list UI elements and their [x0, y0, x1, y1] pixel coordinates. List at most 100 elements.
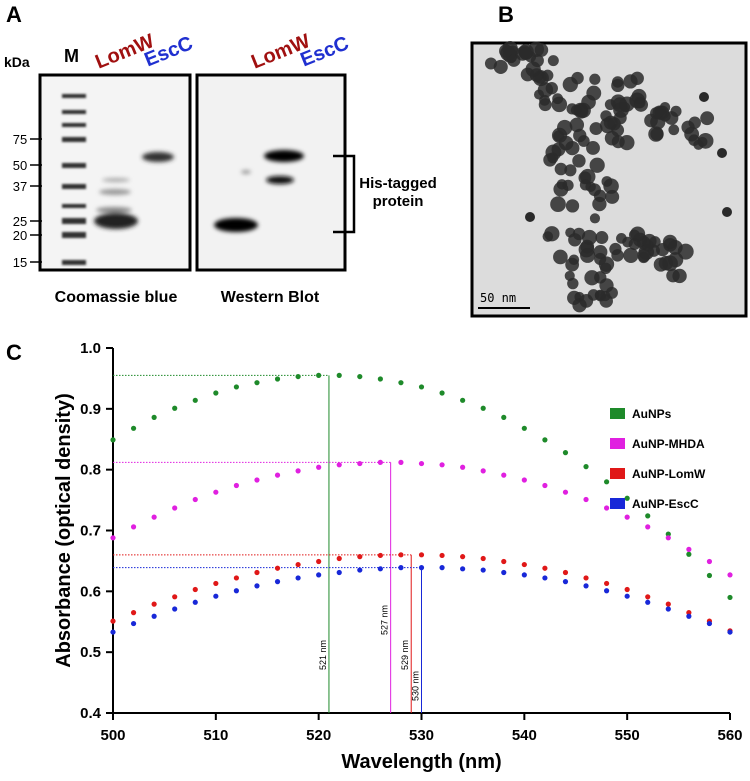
- data-point: [254, 569, 260, 576]
- particle: [623, 247, 639, 263]
- particle: [565, 257, 580, 272]
- particle: [541, 69, 554, 82]
- data-point: [336, 462, 342, 468]
- gel-label: Western Blot: [221, 289, 320, 306]
- data-point: [686, 613, 692, 619]
- data-point: [213, 580, 219, 587]
- data-point: [480, 555, 486, 562]
- particle: [569, 117, 585, 133]
- data-point: [213, 593, 219, 599]
- ladder: [62, 94, 86, 265]
- particle: [598, 256, 615, 272]
- data-point: [110, 618, 116, 624]
- data-point: [377, 459, 383, 465]
- particle: [630, 71, 644, 85]
- x-tick-label: 500: [100, 727, 125, 744]
- kda-label: 75: [13, 132, 27, 147]
- data-point: [316, 558, 322, 565]
- data-point: [686, 610, 692, 616]
- data-point: [151, 414, 157, 420]
- data-point: [336, 372, 342, 378]
- particle: [699, 92, 709, 102]
- particle: [484, 57, 497, 70]
- particle: [599, 294, 613, 308]
- particle: [595, 231, 609, 244]
- legend-label: AuNPs: [632, 407, 672, 421]
- data-point: [151, 514, 157, 520]
- annotation: 521 nm: [318, 640, 328, 670]
- data-point: [439, 390, 445, 396]
- particle: [562, 76, 578, 93]
- data-point: [295, 561, 301, 568]
- data-point: [274, 565, 281, 571]
- particle: [547, 55, 559, 67]
- particle: [565, 199, 580, 213]
- data-point: [295, 468, 301, 474]
- bracket: [333, 154, 356, 234]
- data-point: [418, 552, 425, 558]
- data-point: [130, 620, 137, 627]
- particle: [589, 213, 601, 224]
- legend-swatch: [610, 408, 625, 419]
- particle: [662, 234, 678, 249]
- particle: [603, 178, 619, 194]
- legend-label: AuNP-EscC: [632, 497, 699, 511]
- particle: [717, 148, 727, 158]
- data-point: [192, 496, 198, 503]
- data-point: [562, 450, 569, 456]
- data-point: [377, 566, 383, 572]
- data-point: [233, 575, 239, 581]
- data-point: [377, 376, 383, 382]
- particle: [589, 122, 603, 136]
- data-point: [542, 565, 548, 571]
- data-point: [706, 620, 713, 627]
- particle: [499, 44, 513, 58]
- particle: [550, 196, 566, 213]
- kda-label: 20: [13, 228, 27, 243]
- particle: [534, 89, 545, 100]
- data-point: [274, 579, 281, 585]
- particle: [628, 238, 641, 251]
- y-tick-label: 0.5: [80, 644, 101, 661]
- legend-swatch: [610, 468, 625, 479]
- particle: [572, 154, 586, 168]
- data-point: [480, 405, 486, 411]
- data-point: [110, 437, 116, 443]
- particle: [697, 136, 708, 147]
- data-point: [727, 572, 733, 578]
- data-point: [521, 561, 527, 568]
- particle: [530, 54, 544, 68]
- x-tick-label: 560: [717, 727, 742, 744]
- y-tick-label: 0.9: [80, 401, 101, 418]
- data-point: [357, 567, 363, 573]
- data-point: [130, 425, 137, 431]
- data-point: [501, 472, 507, 478]
- data-point: [542, 482, 548, 489]
- particle: [611, 78, 625, 93]
- legend-swatch: [610, 438, 625, 449]
- data-point: [130, 610, 137, 616]
- particle: [493, 59, 508, 74]
- particle: [529, 68, 544, 82]
- data-point: [501, 569, 507, 576]
- particle: [688, 134, 700, 146]
- data-point: [192, 586, 198, 593]
- data-point: [336, 569, 342, 576]
- legend-label: AuNP-MHDA: [632, 437, 705, 451]
- data-point: [542, 575, 548, 581]
- data-point: [583, 575, 589, 581]
- data-point: [398, 459, 404, 465]
- data-point: [254, 380, 260, 386]
- panel-label: B: [498, 2, 514, 27]
- data-point: [172, 405, 178, 411]
- data-point: [604, 505, 610, 511]
- panel-label: C: [6, 340, 22, 365]
- data-point: [706, 572, 713, 579]
- x-tick-label: 550: [615, 727, 640, 744]
- particle: [688, 116, 701, 129]
- data-point: [398, 552, 404, 558]
- data-point: [727, 594, 733, 601]
- particle: [553, 181, 569, 197]
- particle: [600, 110, 612, 122]
